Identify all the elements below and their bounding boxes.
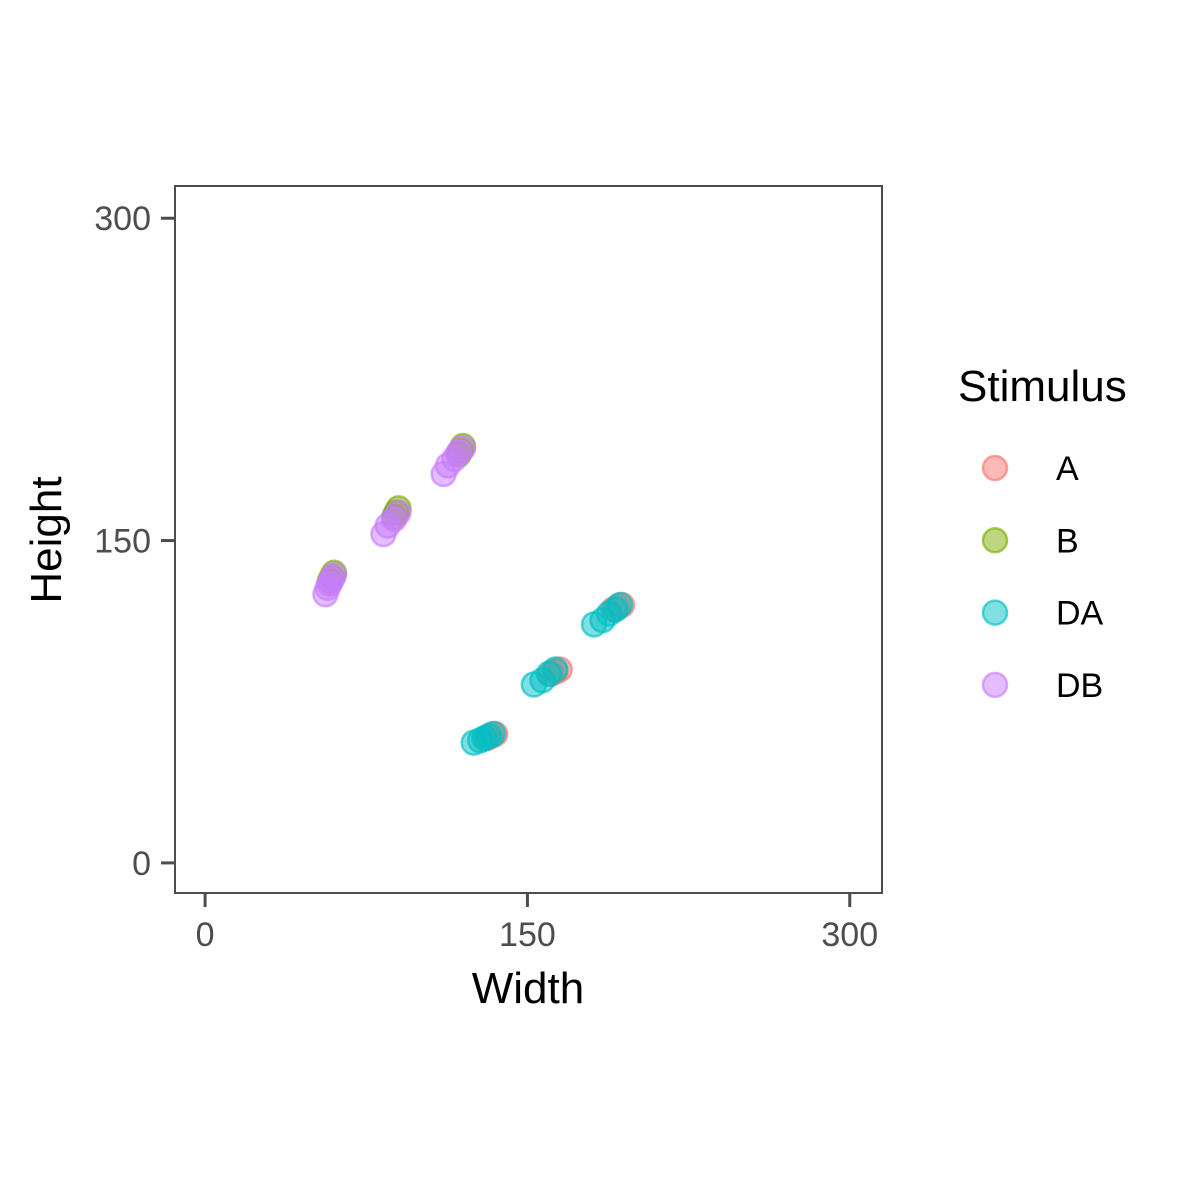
data-point-da — [606, 591, 634, 619]
legend-label: B — [1056, 522, 1079, 560]
legend-key — [981, 671, 1009, 699]
legend-key — [981, 454, 1009, 482]
y-tick-label: 300 — [94, 200, 151, 238]
y-tick-label: 150 — [94, 523, 151, 561]
x-axis: 0 150 300 — [196, 893, 878, 954]
legend-item-a: A — [981, 450, 1079, 488]
legend-item-b: B — [981, 522, 1079, 560]
points-layer — [312, 432, 636, 756]
legend-label: A — [1056, 450, 1079, 488]
data-point-db — [385, 499, 412, 526]
legend-label: DB — [1056, 667, 1103, 705]
x-tick-label: 0 — [196, 916, 215, 954]
legend-title: Stimulus — [958, 362, 1127, 411]
legend-item-db: DB — [981, 667, 1103, 705]
legend-key — [981, 599, 1009, 626]
data-point-da — [542, 656, 569, 683]
y-tick-label: 0 — [132, 845, 151, 883]
legend-key — [981, 527, 1009, 554]
data-point-db — [449, 434, 477, 462]
plot-panel — [174, 185, 883, 894]
data-point-db — [320, 561, 348, 589]
data-point-da — [479, 720, 507, 748]
legend-item-da: DA — [981, 595, 1104, 633]
legend: AB DA DB — [981, 450, 1104, 705]
x-axis-title: Width — [472, 964, 584, 1013]
legend-label: DA — [1056, 595, 1104, 633]
x-tick-label: 150 — [499, 916, 556, 954]
x-tick-label: 300 — [821, 916, 878, 954]
y-axis: 0 150 300 — [94, 200, 175, 883]
y-axis-title: Height — [22, 476, 71, 603]
